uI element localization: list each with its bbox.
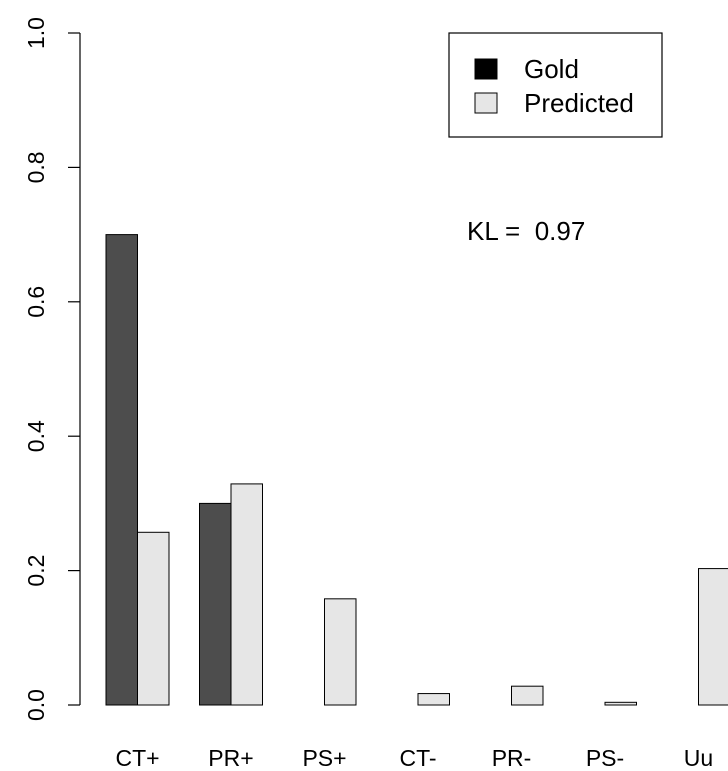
legend-label-predicted: Predicted: [524, 88, 634, 118]
legend: Gold Predicted: [448, 32, 663, 138]
bar-predicted-PS+: [324, 598, 357, 706]
x-category-label: PR-: [492, 745, 532, 771]
kl-annotation: KL = 0.97: [467, 216, 585, 246]
x-category-label: PS-: [586, 745, 624, 771]
x-axis-labels: CT+ PR+ PS+ CT- PR- PS- Uu: [115, 745, 713, 771]
bar-predicted-PS-: [604, 701, 637, 706]
y-tick-label: 0.6: [23, 286, 49, 318]
bar-predicted-CT-: [417, 693, 450, 706]
x-category-label: PS+: [302, 745, 346, 771]
x-category-label: PR+: [208, 745, 253, 771]
x-category-label: CT+: [115, 745, 159, 771]
bars: [105, 234, 728, 706]
legend-box: [448, 32, 663, 138]
bar-predicted-PR-: [511, 685, 544, 706]
legend-swatch-predicted: [474, 92, 498, 114]
y-tick-label: 0.4: [23, 420, 49, 452]
bar-predicted-CT+: [137, 531, 170, 706]
legend-label-gold: Gold: [524, 54, 579, 84]
bar-gold-PR+: [199, 502, 232, 706]
y-axis: 0.0 0.2 0.4 0.6 0.8 1.0: [23, 17, 81, 721]
y-tick-label: 0.0: [23, 689, 49, 721]
y-tick-label: 0.2: [23, 555, 49, 587]
bar-predicted-PR+: [230, 483, 263, 706]
bar-gold-CT+: [105, 234, 138, 706]
legend-swatch-gold: [474, 58, 498, 80]
x-category-label: Uu: [684, 745, 713, 771]
x-category-label: CT-: [399, 745, 436, 771]
y-tick-label: 1.0: [23, 17, 49, 49]
y-tick-label: 0.8: [23, 151, 49, 183]
bar-predicted-Uu: [698, 568, 728, 706]
